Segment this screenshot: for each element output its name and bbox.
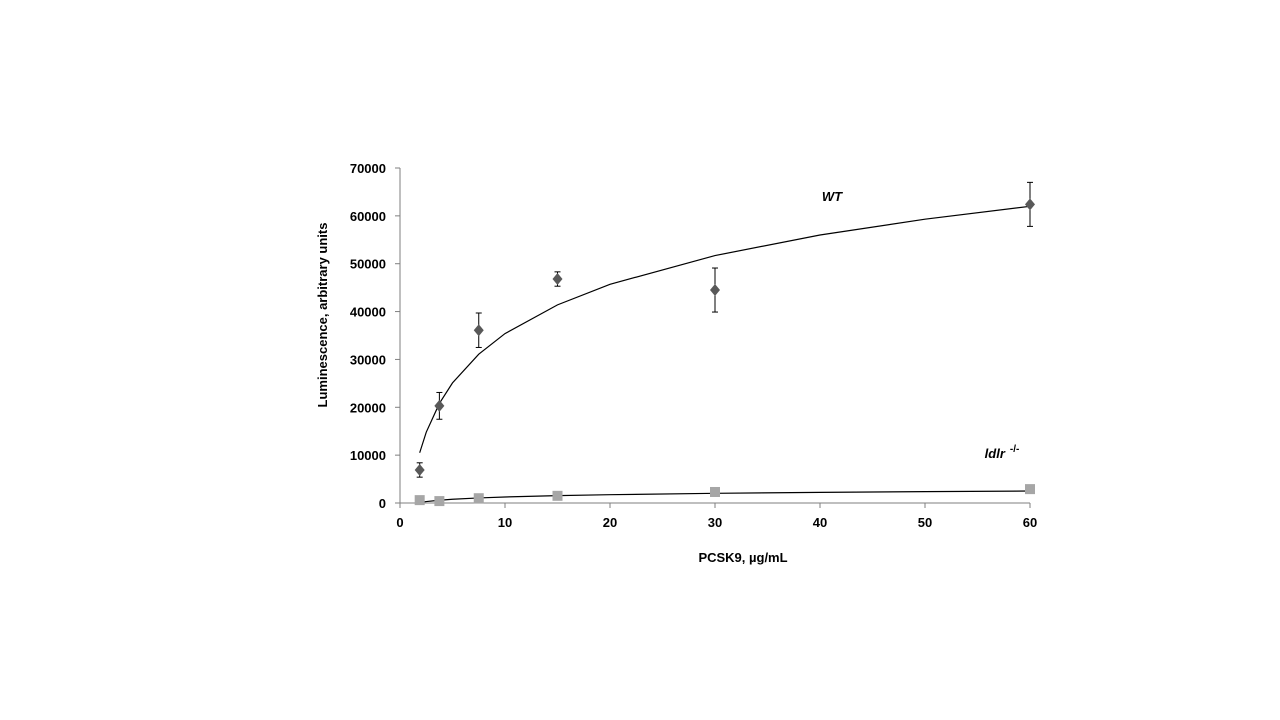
data-point <box>710 284 720 297</box>
y-tick-label: 70000 <box>350 161 386 176</box>
series-label-superscript: -/- <box>1010 444 1019 455</box>
series-label-name: WT <box>822 189 843 204</box>
x-tick-label: 50 <box>918 515 932 530</box>
series-label-name: ldlr <box>985 446 1006 461</box>
y-tick-label: 50000 <box>350 257 386 272</box>
x-tick-label: 30 <box>708 515 722 530</box>
y-tick-label: 0 <box>379 496 386 511</box>
x-tick-label: 40 <box>813 515 827 530</box>
data-point <box>473 324 484 337</box>
x-axis-title: PCSK9, µg/mL <box>698 550 787 565</box>
y-tick-label: 40000 <box>350 305 386 320</box>
data-point <box>473 493 484 504</box>
fit-curve <box>419 490 1031 504</box>
data-point <box>1025 484 1035 495</box>
data-point <box>552 490 563 501</box>
y-axis-title: Luminescence, arbitrary units <box>315 223 330 408</box>
x-tick-label: 20 <box>603 515 617 530</box>
y-tick-label: 60000 <box>350 209 386 224</box>
y-tick-label: 20000 <box>350 400 386 415</box>
data-point <box>434 496 445 507</box>
data-point <box>414 463 425 476</box>
data-point <box>434 399 445 412</box>
x-tick-label: 0 <box>396 515 403 530</box>
y-tick-label: 10000 <box>350 448 386 463</box>
y-tick-label: 30000 <box>350 352 386 367</box>
data-point <box>414 495 425 506</box>
data-point <box>552 273 563 286</box>
data-point <box>710 486 720 497</box>
series-label: WT <box>822 189 843 204</box>
series-label: ldlr -/- <box>985 444 1020 461</box>
fit-curve <box>419 205 1031 453</box>
data-point <box>1025 198 1035 211</box>
x-tick-label: 10 <box>498 515 512 530</box>
x-tick-label: 60 <box>1023 515 1037 530</box>
